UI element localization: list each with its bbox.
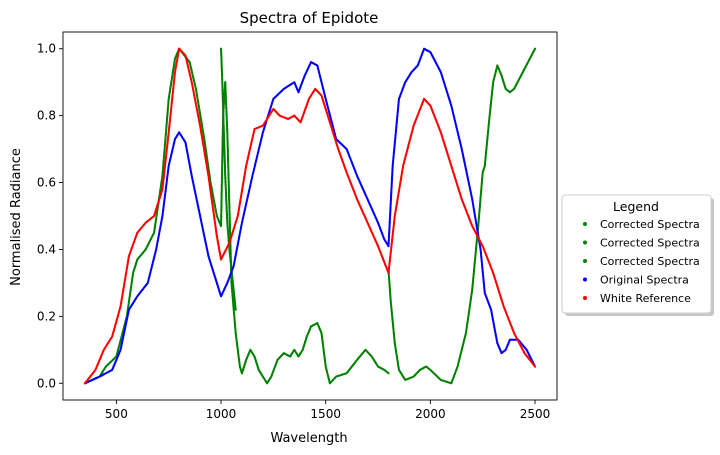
y-tick-label: 0.6	[37, 176, 56, 190]
legend-title: Legend	[613, 199, 659, 214]
legend-marker	[583, 277, 587, 282]
data-point	[533, 365, 537, 368]
legend-marker	[583, 259, 587, 263]
y-tick-label: 0.2	[37, 309, 56, 323]
plot-frame	[62, 31, 558, 401]
series-1	[219, 47, 237, 311]
plot-area	[83, 47, 537, 385]
legend-marker	[583, 240, 587, 245]
x-tick-label: 2000	[415, 407, 446, 421]
y-tick-label: 0.8	[37, 109, 56, 123]
legend-label: Corrected Spectra	[600, 255, 700, 268]
x-axis-label: Wavelength	[270, 431, 347, 446]
y-tick-label: 0.4	[37, 242, 56, 256]
x-tick-label: 1000	[206, 407, 237, 421]
series-2	[387, 47, 537, 385]
data-point	[533, 47, 537, 50]
y-tick-label: 1.0	[37, 42, 56, 56]
legend-items: Corrected Spectra Corrected Spectra Correc…	[583, 218, 700, 305]
y-axis-label: Normalised Radiance	[9, 148, 24, 286]
legend-label: Original Spectra	[600, 274, 689, 287]
legend-label: White Reference	[600, 292, 691, 305]
y-tick-label: 0.0	[37, 376, 56, 390]
legend-marker	[583, 222, 587, 226]
data-point	[387, 372, 390, 375]
legend-box	[561, 194, 712, 314]
x-tick-label: 1500	[310, 407, 341, 421]
x-axis: 500 1000 1500 2000 2500	[105, 400, 550, 421]
chart-title: Spectra of Epidote	[240, 9, 379, 27]
data-point	[234, 308, 237, 311]
x-tick-label: 2500	[520, 407, 551, 421]
series-4	[83, 47, 537, 385]
y-axis: 0.0 0.2 0.4 0.6 0.8 1.0	[37, 42, 63, 390]
x-tick-label: 500	[105, 407, 128, 421]
legend-label: Corrected Spectra	[600, 237, 700, 250]
legend-label: Corrected Spectra	[600, 218, 700, 231]
legend-marker	[583, 296, 587, 300]
